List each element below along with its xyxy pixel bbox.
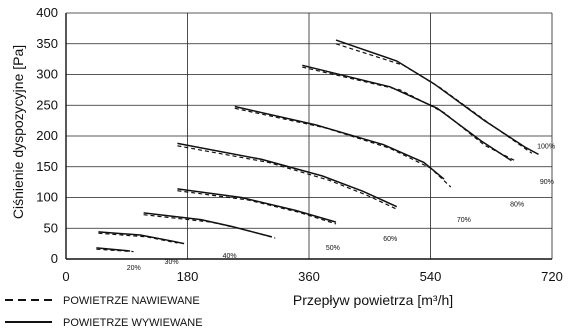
curve-exhaust-40% <box>143 212 273 238</box>
percent-label: 100% <box>537 143 555 150</box>
curves <box>96 39 539 253</box>
curve-exhaust-50% <box>177 188 337 223</box>
y-tick-label: 0 <box>51 251 58 266</box>
grid <box>66 12 553 259</box>
percent-label: 60% <box>383 236 397 243</box>
x-axis-title: Przepływ powietrza [m³/h] <box>293 292 453 308</box>
curve-supply-30% <box>98 232 178 244</box>
curve-supply-80% <box>302 66 516 162</box>
legend-label-supply: POWIETRZE NAWIEWANE <box>63 295 200 307</box>
curve-exhaust-80% <box>302 64 512 162</box>
x-tick-label: 540 <box>420 269 442 284</box>
x-tick-label: 360 <box>298 269 320 284</box>
percent-label: 20% <box>127 265 141 272</box>
y-tick-label: 250 <box>36 97 58 112</box>
percent-labels: 20% 30% 40% 50% 60% 70% 80% 90% 100% <box>127 143 555 272</box>
percent-label: 90% <box>540 179 554 186</box>
x-tick-label: 180 <box>177 269 199 284</box>
curve-supply-90% <box>335 43 533 154</box>
y-tick-label: 50 <box>44 220 58 235</box>
percent-label: 70% <box>457 217 471 224</box>
percent-label: 80% <box>510 202 524 209</box>
curve-supply-40% <box>143 214 276 239</box>
y-tick-label: 350 <box>36 36 58 51</box>
percent-label: 30% <box>165 259 179 266</box>
x-ticks: 0 180 360 540 720 <box>62 269 562 284</box>
curve-exhaust-90% <box>335 39 539 156</box>
axes <box>65 13 552 260</box>
curve-supply-70% <box>234 107 452 188</box>
y-tick-label: 400 <box>36 5 58 20</box>
x-tick-label: 720 <box>541 269 563 284</box>
y-tick-label: 300 <box>36 67 58 82</box>
curve-supply-60% <box>177 145 398 210</box>
legend-label-exhaust: POWIETRZE WYWIEWANE <box>63 317 203 328</box>
y-tick-label: 100 <box>36 190 58 205</box>
y-tick-label: 200 <box>36 128 58 143</box>
percent-label: 50% <box>326 245 340 252</box>
curve-supply-20% <box>96 248 134 253</box>
percent-label: 40% <box>223 253 237 260</box>
curve-exhaust-70% <box>234 105 445 180</box>
legend: POWIETRZE NAWIEWANE POWIETRZE WYWIEWANE <box>5 295 203 328</box>
curve-supply-50% <box>177 190 337 225</box>
curve-exhaust-30% <box>98 231 185 245</box>
y-ticks: 0 50 100 150 200 250 300 350 400 <box>36 5 58 266</box>
curve-exhaust-60% <box>177 142 398 208</box>
x-tick-label: 0 <box>62 269 69 284</box>
y-tick-label: 150 <box>36 159 58 174</box>
y-axis-title: Ciśnienie dyspozycyjne [Pa] <box>10 45 26 219</box>
